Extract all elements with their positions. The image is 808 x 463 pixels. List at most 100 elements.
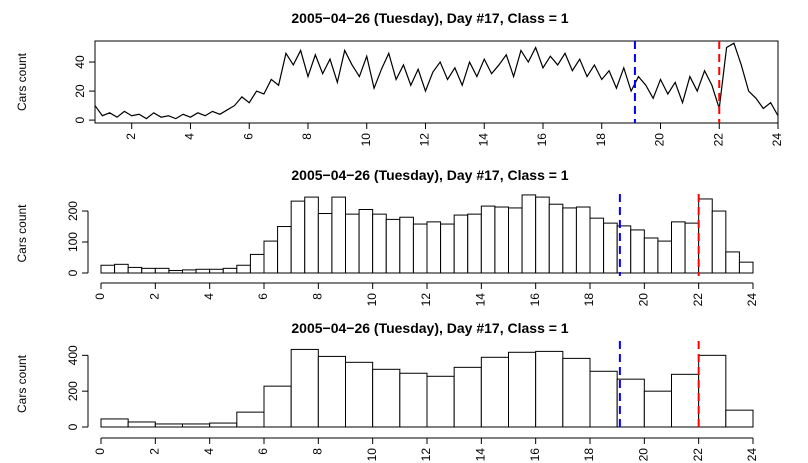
histogram-bar [399, 216, 414, 274]
chart-title: 2005−04−26 (Tuesday), Day #17, Class = 1 [291, 10, 568, 26]
histogram-bar [589, 217, 605, 274]
histogram-bar [249, 253, 265, 274]
x-tick-label: 14 [474, 448, 488, 462]
histogram-bar [385, 218, 401, 274]
histogram-bar [521, 194, 537, 274]
histogram-bar [548, 203, 564, 274]
x-tick-label: 18 [582, 293, 596, 307]
y-axis-label: Cars count [15, 354, 29, 413]
histogram-bar [426, 221, 442, 274]
histogram-bar [127, 421, 156, 428]
histogram-bar [453, 366, 482, 428]
x-tick-label: 12 [419, 293, 433, 307]
histogram-bar [562, 207, 577, 274]
histogram-bar [263, 385, 292, 428]
histogram-bar [603, 222, 618, 274]
y-tick-label: 200 [66, 201, 80, 221]
x-tick-label: 0 [93, 448, 107, 455]
histogram-bar [589, 370, 618, 428]
histogram-bar [684, 222, 700, 274]
plot-frame [94, 40, 779, 124]
histogram-bar [440, 223, 455, 274]
x-tick-label: 10 [365, 293, 379, 307]
y-tick-label: 400 [66, 345, 80, 365]
histogram-bar [480, 356, 510, 428]
histogram-bar [290, 200, 306, 274]
histogram-bar [317, 355, 347, 428]
histogram-bar [209, 268, 224, 274]
x-tick-label: 8 [300, 133, 314, 140]
histogram-bar [508, 207, 523, 274]
histogram-bar [399, 372, 428, 428]
x-tick-label: 24 [745, 448, 759, 462]
x-tick-label: 18 [594, 133, 608, 147]
histogram-bar [168, 270, 184, 274]
x-tick-label: 14 [476, 133, 490, 147]
histogram-bar [643, 390, 672, 428]
histogram-bar [154, 423, 183, 428]
x-tick-label: 12 [419, 448, 433, 462]
x-tick-label: 24 [745, 293, 759, 307]
histogram-bar [467, 213, 482, 274]
histogram-bar [562, 357, 591, 428]
histogram-bar [100, 418, 129, 428]
histogram-bar [358, 208, 374, 274]
x-tick-label: 2 [124, 133, 138, 140]
y-tick-label: 100 [66, 232, 80, 252]
x-tick-label: 2 [148, 448, 162, 455]
x-tick-label: 6 [241, 133, 255, 140]
histogram-bar [290, 348, 319, 428]
histogram-bar [643, 237, 659, 274]
histogram-bar [345, 361, 374, 428]
histogram-bar [277, 226, 292, 274]
histogram-bar [182, 423, 211, 428]
data-line [94, 42, 779, 120]
histogram-bar [222, 267, 238, 274]
x-tick-label: 20 [637, 293, 651, 307]
histogram-bar [154, 267, 170, 274]
histogram-bar [236, 264, 251, 274]
histogram-bar [725, 251, 740, 274]
histogram-bar [114, 263, 129, 274]
y-axis-label: Cars count [15, 204, 29, 263]
histogram-bar [711, 210, 727, 274]
x-tick-label: 10 [359, 133, 373, 147]
x-tick-label: 12 [418, 133, 432, 147]
x-tick-label: 10 [365, 448, 379, 462]
histogram-bar [182, 269, 197, 274]
histogram-bar [698, 354, 727, 428]
y-tick-label: 40 [73, 55, 87, 69]
histogram-bar [331, 196, 346, 274]
histogram-bar [426, 375, 455, 428]
histogram-bar [494, 206, 509, 274]
x-tick-label: 4 [202, 293, 216, 300]
histogram-bar [372, 368, 401, 428]
histogram-bar [372, 213, 387, 274]
histogram-bar [630, 229, 645, 274]
chart-title: 2005−04−26 (Tuesday), Day #17, Class = 1 [291, 320, 568, 336]
x-tick-label: 20 [653, 133, 667, 147]
x-tick-label: 22 [691, 293, 705, 307]
histogram-bar [127, 266, 143, 274]
histogram-bar [317, 213, 333, 274]
histogram-bar [236, 411, 265, 428]
histogram-bar [304, 196, 319, 274]
histogram-bar [100, 264, 116, 274]
histogram-bar [535, 350, 564, 428]
x-tick-label: 4 [183, 133, 197, 140]
x-tick-label: 16 [528, 448, 542, 462]
x-tick-label: 24 [770, 133, 784, 147]
histogram-bar [195, 268, 211, 274]
y-tick-label: 20 [73, 84, 87, 98]
histogram-bar [698, 198, 713, 274]
y-tick-label: 200 [66, 381, 80, 401]
x-tick-label: 6 [256, 448, 270, 455]
chart-title: 2005−04−26 (Tuesday), Day #17, Class = 1 [291, 167, 568, 183]
histogram-bar [671, 373, 700, 428]
histogram-bar [209, 422, 238, 428]
x-tick-label: 8 [311, 293, 325, 300]
x-tick-label: 0 [93, 293, 107, 300]
x-tick-label: 16 [535, 133, 549, 147]
x-tick-label: 20 [637, 448, 651, 462]
